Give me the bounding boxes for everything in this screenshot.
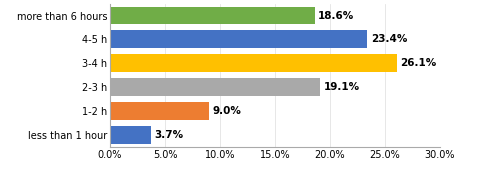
Bar [110, 126, 150, 144]
Text: 23.4%: 23.4% [370, 34, 407, 44]
Text: 9.0%: 9.0% [212, 106, 241, 116]
Text: 19.1%: 19.1% [324, 82, 360, 92]
Text: 26.1%: 26.1% [400, 58, 436, 68]
Text: 18.6%: 18.6% [318, 11, 354, 21]
Bar [110, 78, 320, 96]
Bar [110, 30, 368, 48]
Bar [110, 54, 397, 72]
Text: 3.7%: 3.7% [154, 130, 183, 140]
Bar [110, 7, 314, 25]
Bar [110, 102, 209, 120]
